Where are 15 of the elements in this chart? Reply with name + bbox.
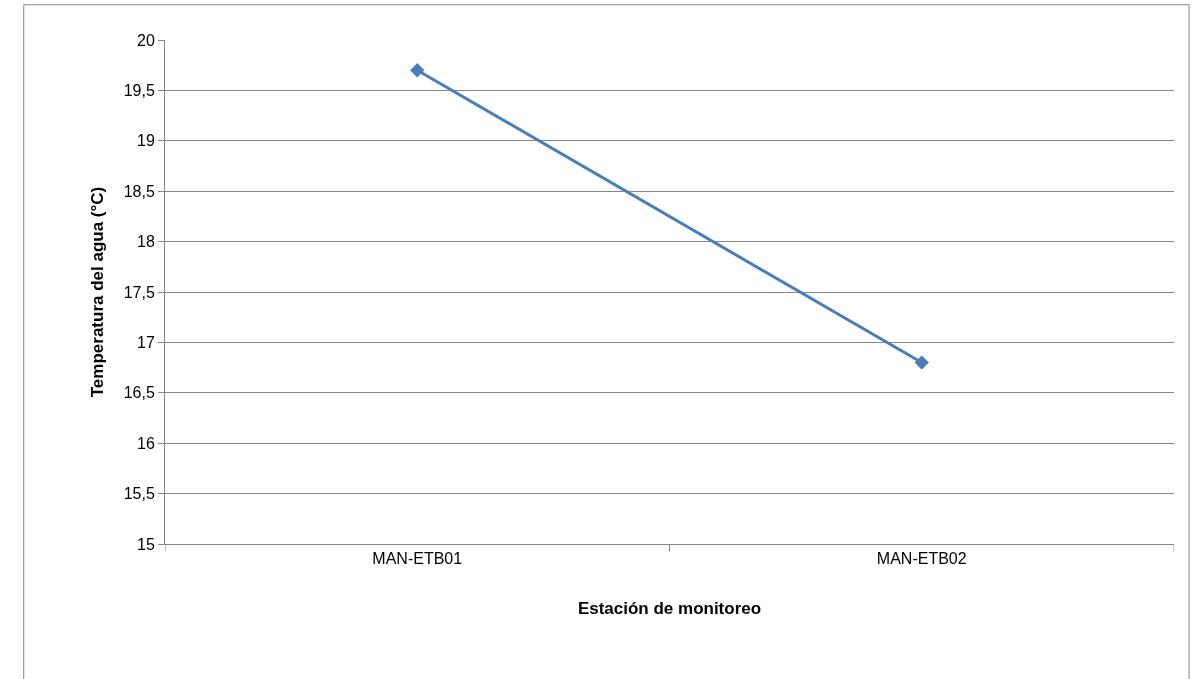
y-tick-label: 16,5 <box>123 384 155 402</box>
y-axis-title: Temperatura del agua (°C) <box>88 186 108 398</box>
y-tick-label: 19 <box>137 132 155 150</box>
y-tick-label: 20 <box>137 31 155 49</box>
y-tick-label: 18,5 <box>123 182 155 200</box>
x-tick-label: MAN-ETB02 <box>876 550 967 568</box>
y-tick-label: 15 <box>137 535 155 553</box>
y-tick-label: 15,5 <box>123 485 155 503</box>
y-tick-label: 19,5 <box>123 82 155 99</box>
x-tick-label: MAN-ETB01 <box>372 550 463 568</box>
y-tick-label: 17 <box>137 334 155 351</box>
x-axis-title: Estación de monitoreo <box>577 598 762 618</box>
y-tick-label: 17,5 <box>123 283 155 301</box>
y-tick-label: 18 <box>137 233 155 251</box>
y-tick-label: 16 <box>137 434 155 452</box>
